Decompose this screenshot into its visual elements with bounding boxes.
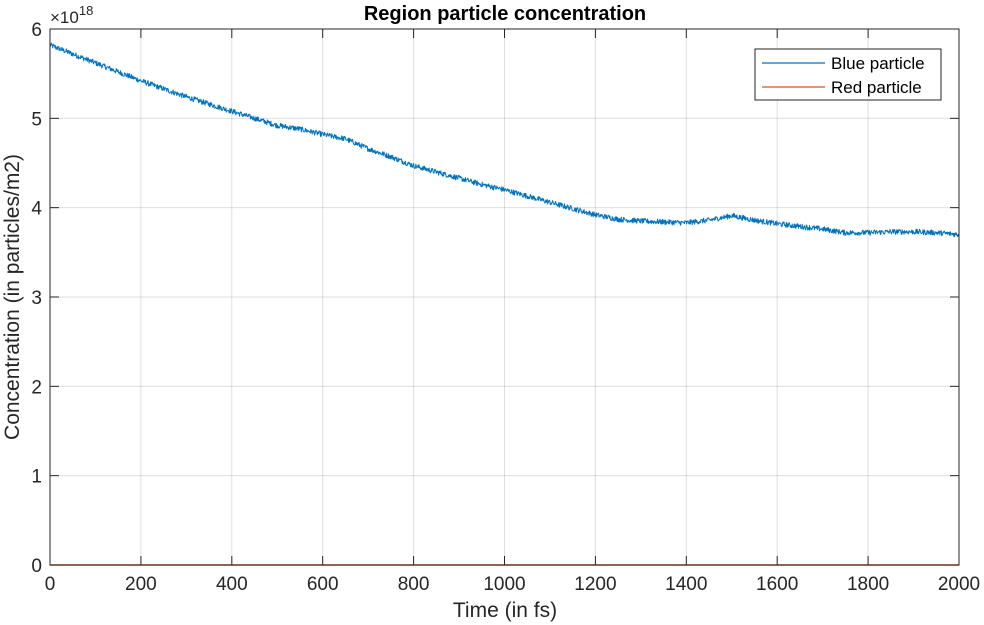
y-tick-label: 4 [31,199,42,220]
chart-title: Region particle concentration [364,3,646,25]
legend-label-red-particle: Red particle [831,78,922,97]
x-tick-label: 1400 [665,574,707,595]
x-tick-label: 400 [216,574,248,595]
x-tick-label: 1200 [574,574,616,595]
x-tick-label: 1600 [756,574,798,595]
y-tick-label: 5 [31,109,42,130]
legend-box [754,48,942,101]
x-axis-label: Time (in fs) [453,599,557,622]
x-tick-label: 1800 [847,574,889,595]
tick-labels: 0 200 400 600 800 1000 1200 1400 1600 1800 2000 0 1 2… [31,20,980,595]
y-exponent-power: 18 [79,3,93,18]
y-tick-label: 3 [31,288,42,309]
y-tick-label: 0 [31,556,42,577]
x-tick-label: 800 [398,574,430,595]
x-tick-label: 0 [45,574,56,595]
x-tick-label: 200 [125,574,157,595]
legend-label-blue-particle: Blue particle [831,54,925,73]
ticks [49,28,960,566]
x-tick-label: 600 [307,574,339,595]
y-exponent-label: ×1018 [50,3,93,27]
x-tick-label: 2000 [938,574,980,595]
series-line-blue-particle [49,42,960,238]
y-tick-label: 6 [31,20,42,41]
y-tick-label: 2 [31,377,42,398]
y-tick-label: 1 [31,467,42,488]
y-exponent-base: ×10 [50,8,79,27]
legend: Blue particle Red particle [754,48,942,101]
y-axis-label: Concentration (in particles/m2) [1,154,24,440]
plot-area [50,29,959,565]
x-tick-label: 1000 [483,574,525,595]
